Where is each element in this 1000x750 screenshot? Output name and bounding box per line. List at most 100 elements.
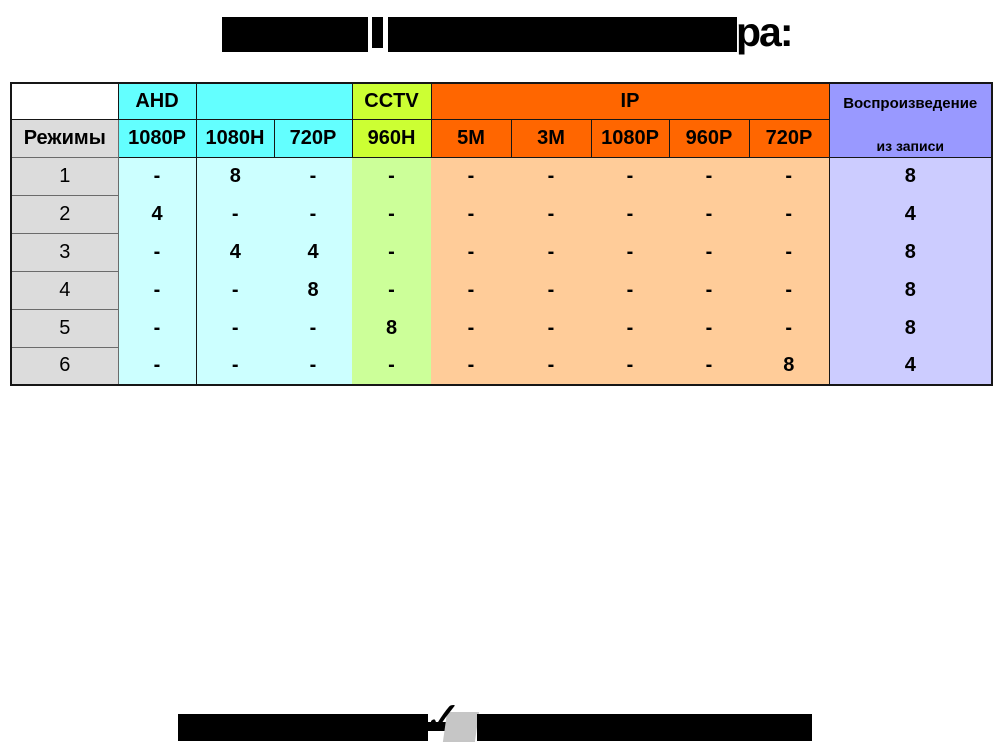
header-group-row: AHD CCTV IP Воспроизведение из записи [10, 82, 993, 158]
cell-value: - [591, 195, 669, 233]
dvr-modes-table: AHD CCTV IP Воспроизведение из записи Ре… [10, 82, 993, 386]
cell-value: - [431, 309, 511, 347]
cell-value: - [274, 347, 352, 385]
mode-number: 3 [10, 232, 119, 272]
cell-value: - [749, 233, 830, 271]
col-header-ip-3m: 3M [510, 118, 592, 158]
cell-value: - [591, 271, 669, 309]
col-header-ahd-720p: 720P [273, 118, 353, 158]
header-column-row: Режимы 1080P 1080H 720P 960H 5M 3M 1080P… [10, 118, 992, 158]
cell-value: - [431, 157, 511, 195]
col-header-ahd-1080p: 1080P [117, 118, 197, 158]
table-row: 6 - - - - - - - - 8 4 [10, 346, 992, 386]
cell-value: - [591, 309, 669, 347]
cell-value: - [511, 347, 591, 385]
cell-value: - [669, 195, 749, 233]
cell-value: - [669, 309, 749, 347]
check-icon: ✓ [424, 691, 463, 745]
mode-number: 1 [10, 156, 119, 196]
playback-value: 4 [829, 195, 992, 233]
row-axis-label: Режимы [10, 118, 119, 158]
title-redaction-bar [222, 17, 368, 52]
playback-value: 8 [829, 233, 992, 271]
cell-value: - [274, 309, 352, 347]
cell-value: - [196, 195, 274, 233]
footer-redaction-bar [477, 714, 812, 741]
cell-value: - [118, 309, 197, 347]
table-row: 2 4 - - - - - - - - 4 [10, 194, 992, 234]
cell-value: - [511, 271, 591, 309]
cell-value: - [591, 157, 669, 195]
group-header-ip: IP [430, 82, 830, 120]
cell-value: - [669, 157, 749, 195]
cell-value: 4 [196, 233, 274, 271]
playback-value: 8 [829, 157, 992, 195]
cell-value: 4 [274, 233, 352, 271]
table-row: 4 - - 8 - - - - - - 8 [10, 270, 992, 310]
col-header-cctv-960h: 960H [351, 118, 432, 158]
mode-number: 5 [10, 308, 119, 348]
group-header-ahd: AHD [117, 82, 197, 120]
mode-number: 2 [10, 194, 119, 234]
cell-value: - [352, 347, 431, 385]
playback-value: 4 [829, 347, 992, 385]
cell-value: - [196, 309, 274, 347]
playback-header-line2: из записи [876, 137, 944, 154]
cell-value: - [511, 195, 591, 233]
cell-value: 8 [274, 271, 352, 309]
cell-value: - [352, 195, 431, 233]
col-header-ip-960p: 960P [668, 118, 750, 158]
cell-value: - [591, 233, 669, 271]
playback-value: 8 [829, 309, 992, 347]
cell-value: - [749, 271, 830, 309]
corner-cell [10, 82, 119, 120]
cell-value: - [118, 271, 197, 309]
playback-header-line1: Воспроизведение [843, 94, 978, 112]
cell-value: 8 [352, 309, 431, 347]
cell-value: - [749, 309, 830, 347]
mode-number: 4 [10, 270, 119, 310]
cell-value: - [669, 233, 749, 271]
table-row: 1 - 8 - - - - - - - 8 [10, 156, 992, 196]
cell-value: - [118, 233, 197, 271]
col-header-ip-1080p: 1080P [590, 118, 670, 158]
table-row: 3 - 4 4 - - - - - - 8 [10, 232, 992, 272]
cell-value: - [118, 347, 197, 385]
col-header-ip-5m: 5M [430, 118, 512, 158]
footer-redaction-bar [178, 714, 428, 741]
page-title-visible-tail: ра: [736, 9, 793, 55]
cell-value: - [431, 271, 511, 309]
cell-value: - [511, 157, 591, 195]
footer-redaction-bar [428, 722, 447, 731]
col-header-ahd-1080h: 1080H [195, 118, 275, 158]
title-redaction-bar [372, 17, 383, 48]
playback-header-cell: Воспроизведение из записи [828, 82, 993, 158]
cell-value: - [749, 157, 830, 195]
cell-value: - [669, 271, 749, 309]
title-redaction-bar [388, 17, 737, 52]
cell-value: - [196, 347, 274, 385]
mode-number: 6 [10, 346, 119, 386]
cell-value: - [431, 233, 511, 271]
playback-value: 8 [829, 271, 992, 309]
cell-value: - [669, 347, 749, 385]
cell-value: - [118, 157, 197, 195]
table-row: 5 - - - 8 - - - - - 8 [10, 308, 992, 348]
cell-value: - [431, 195, 511, 233]
cell-value: - [749, 195, 830, 233]
col-header-ip-720p: 720P [748, 118, 830, 158]
cell-value: - [352, 157, 431, 195]
cell-value: 4 [118, 195, 197, 233]
cell-value: 8 [749, 347, 830, 385]
cell-value: - [352, 233, 431, 271]
cell-value: - [591, 347, 669, 385]
cell-value: - [196, 271, 274, 309]
cell-value: - [511, 233, 591, 271]
cell-value: - [511, 309, 591, 347]
group-header-ahd-span [195, 82, 353, 120]
cell-value: - [274, 195, 352, 233]
cell-value: - [431, 347, 511, 385]
cell-value: 8 [196, 157, 274, 195]
cell-value: - [352, 271, 431, 309]
cell-value: - [274, 157, 352, 195]
